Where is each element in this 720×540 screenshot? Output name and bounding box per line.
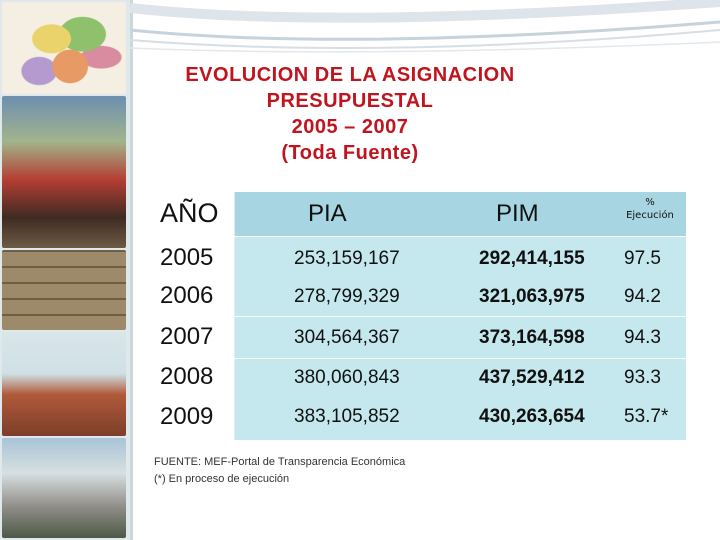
decorative-photo-column bbox=[0, 0, 133, 540]
cell-pim: 430,263,654 bbox=[479, 406, 585, 427]
cell-pim: 373,164,598 bbox=[479, 327, 585, 348]
header-pim: PIM bbox=[496, 200, 539, 227]
title-line-4: (Toda Fuente) bbox=[281, 142, 419, 164]
budget-table: AÑO PIA PIM % Ejecución 2005 253,159,167… bbox=[146, 192, 686, 440]
title-line-3: 2005 – 2007 bbox=[291, 116, 409, 138]
cell-pia: 380,060,843 bbox=[294, 367, 400, 388]
cell-pia: 304,564,367 bbox=[294, 327, 400, 348]
cell-ejecucion: 53.7* bbox=[624, 406, 669, 427]
title-line-1: EVOLUCION DE LA ASIGNACION bbox=[185, 64, 515, 86]
church-plaza-photo bbox=[2, 438, 126, 538]
cell-ejecucion: 94.2 bbox=[624, 286, 661, 307]
cell-year: 2005 bbox=[160, 244, 214, 271]
cell-ejecucion: 93.3 bbox=[624, 367, 661, 388]
inca-wall-photo bbox=[2, 250, 126, 330]
header-pia: PIA bbox=[308, 200, 347, 227]
cell-pia: 278,799,329 bbox=[294, 286, 400, 307]
cell-pim: 321,063,975 bbox=[479, 286, 585, 307]
cell-pim: 437,529,412 bbox=[479, 367, 585, 388]
cell-pia: 383,105,852 bbox=[294, 406, 400, 427]
slide-title: EVOLUCION DE LA ASIGNACION PRESUPUESTAL … bbox=[150, 62, 550, 166]
decorative-swoosh bbox=[130, 0, 720, 53]
execution-note: (*) En proceso de ejecución bbox=[154, 473, 290, 485]
row-divider bbox=[146, 358, 686, 359]
header-ejecucion-label: Ejecución bbox=[626, 210, 674, 221]
cell-pim: 292,414,155 bbox=[479, 248, 585, 269]
table-header-row bbox=[146, 192, 686, 236]
cell-year: 2008 bbox=[160, 363, 214, 390]
region-map-image bbox=[2, 2, 126, 94]
folk-dance-photo bbox=[2, 96, 126, 248]
cell-pia: 253,159,167 bbox=[294, 248, 400, 269]
cell-year: 2009 bbox=[160, 403, 214, 430]
source-note: FUENTE: MEF-Portal de Transparencia Econ… bbox=[154, 456, 406, 468]
row-divider bbox=[146, 236, 686, 237]
header-ejecucion: % Ejecución bbox=[620, 196, 680, 222]
cell-ejecucion: 94.3 bbox=[624, 327, 661, 348]
header-year: AÑO bbox=[160, 198, 219, 228]
cell-ejecucion: 97.5 bbox=[624, 248, 661, 269]
row-divider bbox=[146, 316, 686, 317]
cell-year: 2007 bbox=[160, 323, 214, 350]
cell-year: 2006 bbox=[160, 282, 214, 309]
footnote: FUENTE: MEF-Portal de Transparencia Econ… bbox=[154, 454, 405, 488]
traditional-dress-photo bbox=[2, 332, 126, 436]
title-line-2: PRESUPUESTAL bbox=[266, 90, 434, 112]
header-ejecucion-percent: % bbox=[645, 197, 655, 208]
